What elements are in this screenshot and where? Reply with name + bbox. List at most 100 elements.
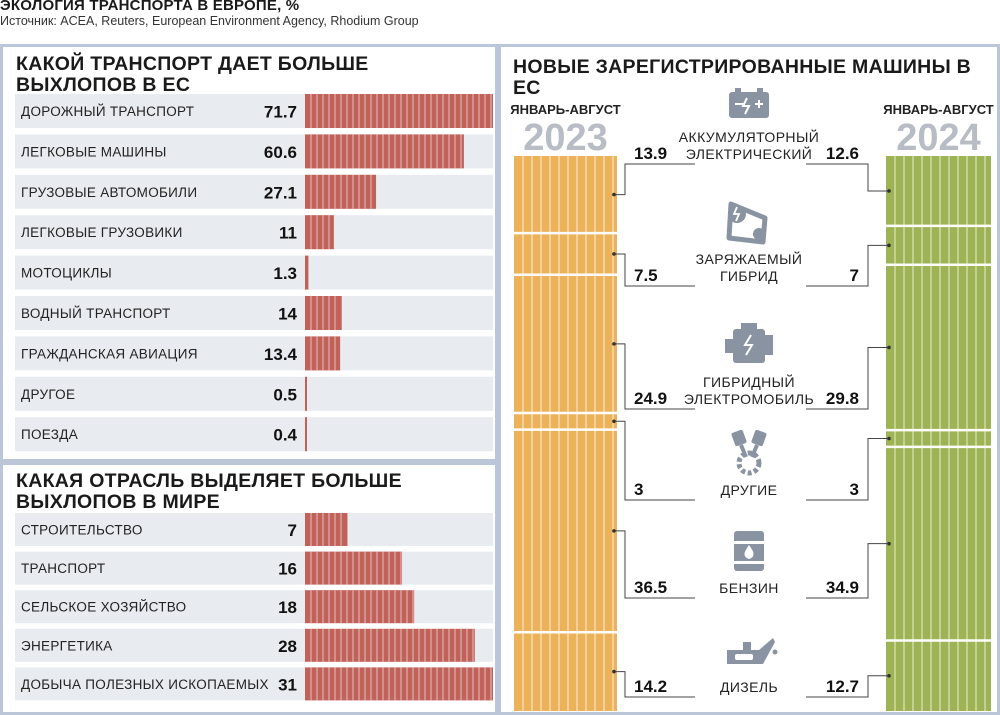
segment: [514, 412, 617, 430]
data-label: 71.7: [264, 103, 297, 122]
leader-line: [614, 671, 695, 698]
data-label: 31: [278, 675, 297, 694]
row-background: [15, 513, 493, 546]
category-label: ДРУГОЕ: [21, 387, 75, 402]
segment: [886, 225, 991, 265]
row-background: [15, 376, 493, 411]
leader-line: [614, 163, 695, 196]
leader-line: [614, 343, 695, 410]
category-label: СТРОИТЕЛЬСТВО: [21, 523, 143, 538]
row-background: [15, 417, 493, 452]
leader-line: [614, 420, 695, 501]
leader-line: [806, 675, 889, 698]
data-label: 14.2: [634, 677, 667, 696]
leader-line: [806, 437, 889, 501]
chart-header-title: ЭКОЛОГИЯ ТРАНСПОРТА В ЕВРОПЕ, %: [0, 0, 300, 14]
category-label: ВОДНЫЙ ТРАНСПОРТ: [21, 306, 171, 321]
bar: [305, 551, 403, 585]
bar: [305, 94, 493, 128]
category-label: АККУМУЛЯТОРНЫЙ: [679, 128, 819, 145]
period-label: ЯНВАРЬ-АВГУСТ: [510, 102, 621, 117]
transport-emissions-panel: КАКОЙ ТРАНСПОРТ ДАЕТ БОЛЬШЕ ВЫХЛОПОВ В Е…: [0, 44, 498, 462]
category-label: ПОЕЗДА: [21, 427, 78, 442]
category-label: ЗАРЯЖАЕМЫЙ: [696, 250, 803, 267]
segment: [514, 274, 617, 413]
charging-belt-icon: [726, 201, 768, 245]
segment: [514, 429, 617, 633]
bar: [305, 590, 415, 624]
period-label: ЯНВАРЬ-АВГУСТ: [883, 102, 994, 117]
data-label: 0.5: [273, 385, 297, 404]
data-label: 3: [634, 480, 643, 499]
battery-icon: [729, 88, 769, 118]
leader-dot: [887, 436, 891, 441]
engine-icon: [725, 323, 773, 363]
year-label: 2024: [896, 117, 981, 159]
leader-dot: [612, 419, 616, 424]
category-label: ГРАЖДАНСКАЯ АВИАЦИЯ: [21, 346, 198, 361]
registrations-title: НОВЫЕ ЗАРЕГИСТРИРОВАННЫЕ МАШИНЫ В ЕС: [513, 56, 972, 99]
segment: [886, 264, 991, 431]
segment: [886, 156, 991, 226]
data-label: 29.8: [826, 389, 859, 408]
category-label: ДРУГИЕ: [721, 482, 778, 498]
leader-dot: [612, 342, 616, 346]
row-background: [15, 296, 493, 330]
leader-line: [614, 530, 695, 599]
data-label: 13.9: [634, 144, 667, 163]
segment: [886, 430, 991, 447]
data-label: 12.6: [826, 144, 859, 163]
data-label: 34.9: [826, 578, 859, 597]
category-label: ДИЗЕЛЬ: [720, 679, 778, 695]
industry-emissions-title: КАКАЯ ОТРАСЛЬ ВЫДЕЛЯЕТ БОЛЬШЕ ВЫХЛОПОВ В…: [16, 470, 402, 513]
data-label: 14: [278, 305, 297, 324]
leader-dot: [887, 189, 891, 193]
industry-emissions-panel: КАКАЯ ОТРАСЛЬ ВЫДЕЛЯЕТ БОЛЬШЕ ВЫХЛОПОВ В…: [0, 462, 498, 715]
data-label: 11: [279, 224, 297, 243]
category-label: ГИБРИД: [720, 268, 778, 284]
category-label: СЕЛЬСКОЕ ХОЗЯЙСТВО: [21, 600, 186, 615]
category-label: ГИБРИДНЫЙ: [703, 373, 795, 390]
row-background: [15, 255, 493, 290]
category-label: ДОБЫЧА ПОЛЕЗНЫХ ИСКОПАЕМЫХ: [21, 677, 269, 692]
data-label: 7.5: [634, 266, 658, 285]
chart-source: Источник: ACEA, Reuters, European Enviro…: [0, 14, 419, 28]
category-label: ЛЕГКОВЫЕ МАШИНЫ: [21, 144, 167, 159]
data-label: 36.5: [634, 578, 667, 597]
data-label: 3: [850, 480, 859, 499]
leader-line: [806, 163, 889, 192]
bar: [305, 255, 309, 290]
data-label: 0.4: [273, 426, 297, 445]
row-background: [15, 551, 493, 585]
bar: [305, 667, 493, 701]
leader-dot: [887, 345, 891, 350]
segment: [886, 640, 991, 711]
transport-emissions-chart: ДОРОЖНЫЙ ТРАНСПОРТ 71.7 ЛЕГКОВЫЕ МАШИНЫ 60.…: [15, 94, 493, 452]
data-label: 18: [278, 598, 297, 617]
segment: [514, 156, 617, 234]
category-label: ЭЛЕКТРИЧЕСКИЙ: [686, 145, 813, 162]
leader-line: [806, 244, 889, 287]
category-label: ГРУЗОВЫЕ АВТОМОБИЛИ: [21, 185, 197, 200]
data-label: 7: [850, 266, 859, 285]
transport-emissions-title: КАКОЙ ТРАНСПОРТ ДАЕТ БОЛЬШЕ ВЫХЛОПОВ В Е…: [16, 53, 369, 96]
category-label: БЕНЗИН: [719, 580, 779, 596]
row-background: [15, 336, 493, 371]
category-label: ЭЛЕКТРОМОБИЛЬ: [684, 391, 814, 407]
leader-dot: [612, 669, 616, 674]
row-background: [15, 215, 493, 250]
segment: [514, 233, 617, 275]
leader-dot: [612, 252, 616, 256]
category-label: ТРАНСПОРТ: [21, 561, 105, 576]
data-label: 1.3: [273, 264, 297, 283]
fuel-barrel-icon: [732, 531, 766, 571]
category-label: МОТОЦИКЛЫ: [21, 266, 112, 281]
data-label: 60.6: [264, 143, 297, 162]
industry-emissions-chart: СТРОИТЕЛЬСТВО 7 ТРАНСПОРТ 16 СЕЛЬСКОЕ ХОЗЯЙС…: [15, 513, 493, 701]
data-label: 28: [278, 637, 297, 656]
segment: [886, 446, 991, 641]
leader-line: [614, 253, 695, 287]
category-label: ЭНЕРГЕТИКА: [21, 638, 113, 653]
leader-dot: [612, 192, 616, 197]
leader-dot: [612, 529, 616, 533]
